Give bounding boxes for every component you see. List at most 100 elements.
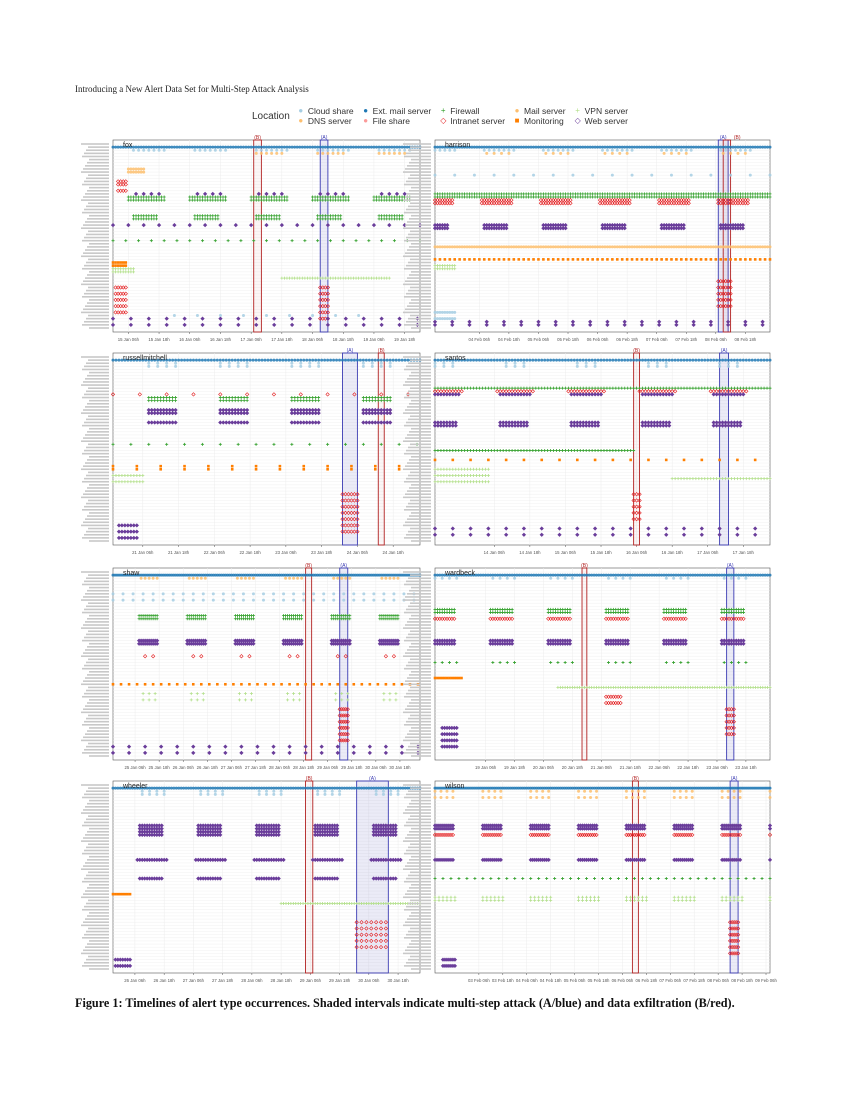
- point-monitoring: [326, 464, 329, 468]
- point-monitoring: [729, 258, 732, 261]
- point-firewall: [139, 195, 143, 199]
- legend-item: ● File share: [363, 116, 432, 126]
- point-monitoring: [522, 258, 525, 261]
- point-firewall: [608, 449, 612, 453]
- point-intranet-server: [728, 279, 733, 284]
- point-ext-mail-server: [672, 573, 676, 577]
- point-firewall: [569, 449, 573, 453]
- point-web-server: [519, 322, 524, 328]
- point-firewall: [480, 449, 484, 453]
- point-vpn-server: [394, 692, 398, 696]
- point-web-server: [726, 322, 731, 328]
- y-tick-label: [85, 490, 109, 492]
- point-monitoring: [448, 258, 452, 261]
- y-tick-label: [82, 183, 109, 186]
- point-cloud-share: [571, 148, 575, 152]
- point-web-server: [388, 411, 393, 416]
- point-firewall: [293, 399, 297, 403]
- point-firewall: [372, 198, 376, 202]
- point-vpn-server: [385, 276, 389, 280]
- y-tick-label: [409, 246, 431, 248]
- point-cloud-share: [445, 317, 449, 321]
- x-tick-label: 24 Jan 18h: [383, 550, 405, 555]
- point-cloud-share: [236, 361, 240, 365]
- point-monitoring: [492, 258, 496, 261]
- point-ext-mail-server: [367, 358, 371, 362]
- point-firewall: [262, 217, 266, 221]
- point-vpn-server: [131, 267, 135, 271]
- point-intranet-server: [343, 510, 348, 516]
- point-vpn-server: [469, 474, 473, 478]
- point-firewall: [318, 217, 322, 221]
- point-intranet-server: [123, 285, 128, 290]
- point-intranet-server: [345, 713, 350, 718]
- point-vpn-server: [153, 692, 157, 696]
- point-mail-server: [387, 151, 391, 155]
- point-firewall: [501, 449, 505, 453]
- point-web-server: [167, 411, 172, 416]
- point-cloud-share: [453, 310, 457, 314]
- point-web-server: [313, 411, 318, 416]
- point-vpn-server: [116, 270, 120, 274]
- x-tick-label: 17 Jan 06h: [697, 550, 719, 555]
- point-ext-mail-server: [379, 358, 383, 362]
- point-vpn-server: [466, 467, 470, 471]
- point-ext-mail-server: [563, 573, 567, 577]
- point-cloud-share: [362, 598, 366, 602]
- y-tick-label: [84, 533, 109, 536]
- point-monitoring: [635, 258, 639, 261]
- point-cloud-share: [201, 598, 205, 602]
- x-tick-label: 28 Jan 06h: [269, 765, 291, 770]
- point-ext-mail-server: [602, 358, 606, 362]
- legend-label: DNS server: [307, 116, 352, 126]
- point-firewall: [632, 386, 636, 390]
- point-ext-mail-server: [295, 145, 299, 149]
- point-ext-mail-server: [736, 145, 740, 149]
- point-firewall: [129, 442, 133, 446]
- point-vpn-server: [292, 692, 296, 696]
- point-firewall: [139, 214, 143, 218]
- point-firewall: [175, 239, 179, 243]
- point-web-server: [432, 322, 438, 328]
- point-ext-mail-server: [643, 573, 647, 577]
- point-dns-server: [637, 245, 641, 249]
- point-monitoring: [438, 258, 442, 261]
- point-dns-server: [640, 245, 644, 249]
- point-ext-mail-server: [326, 358, 330, 362]
- point-firewall: [543, 386, 547, 390]
- point-firewall: [328, 217, 332, 221]
- point-vpn-server: [454, 480, 458, 484]
- point-intranet-server: [340, 510, 345, 516]
- y-tick-label: [86, 205, 109, 208]
- point-mail-server: [143, 576, 147, 580]
- point-cloud-share: [174, 361, 178, 365]
- y-tick-label: [403, 311, 431, 314]
- point-firewall: [299, 396, 303, 400]
- point-firewall: [396, 614, 400, 618]
- point-firewall: [195, 198, 199, 202]
- point-ext-mail-server: [254, 145, 258, 149]
- y-tick-label: [83, 409, 109, 411]
- y-tick-label: [408, 177, 431, 180]
- point-ext-mail-server: [154, 145, 158, 149]
- y-tick-label: [83, 624, 109, 626]
- point-dns-server: [726, 245, 730, 249]
- y-tick-label: [87, 730, 109, 732]
- point-firewall: [190, 198, 194, 202]
- point-ext-mail-server: [339, 145, 343, 149]
- point-cloud-share: [241, 314, 245, 318]
- point-firewall: [239, 239, 243, 243]
- point-web-server: [110, 750, 116, 756]
- point-firewall: [392, 198, 396, 202]
- panel-title: santos: [445, 355, 466, 362]
- interval-label: (A): [340, 563, 347, 569]
- point-cloud-share: [231, 592, 235, 596]
- point-firewall: [272, 442, 276, 446]
- point-ext-mail-server: [212, 358, 216, 362]
- point-firewall: [635, 386, 639, 390]
- point-firewall: [387, 217, 391, 221]
- point-ext-mail-server: [129, 358, 133, 362]
- point-firewall: [154, 195, 158, 199]
- point-vpn-server: [282, 276, 286, 280]
- point-vpn-server: [129, 267, 133, 271]
